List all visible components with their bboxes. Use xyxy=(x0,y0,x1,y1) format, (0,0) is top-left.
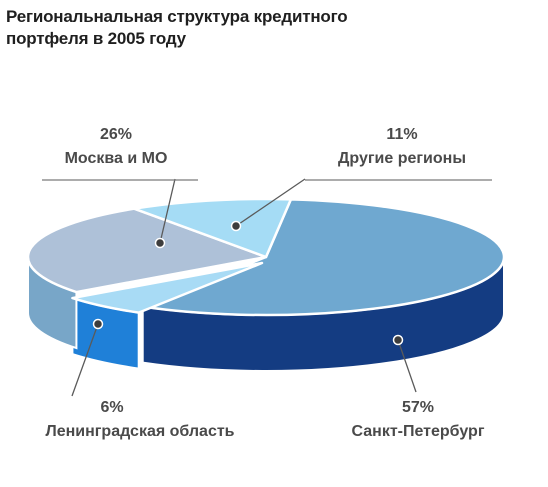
leader-line-3 xyxy=(235,178,306,227)
leader-line-1 xyxy=(71,323,99,397)
slice-category-label-3: Другие регионы xyxy=(338,150,466,167)
slice-value-label-1: 6% xyxy=(100,399,123,416)
data-labels: 57% Санкт-Петербург 6% Ленинградская област… xyxy=(45,126,484,440)
slice-3 xyxy=(133,197,293,259)
slice-category-label-0: Санкт-Петербург xyxy=(352,423,485,440)
leader-line-2 xyxy=(159,178,176,244)
slice-category-label-2: Москва и МО xyxy=(65,150,168,167)
pie-tops xyxy=(26,197,506,317)
slice-1 xyxy=(71,261,264,314)
leader-dot-3 xyxy=(230,220,242,232)
slice-0 xyxy=(141,198,506,317)
slice-category-label-1: Ленинградская область xyxy=(45,423,234,440)
slice-value-label-3: 11% xyxy=(386,126,417,143)
chart-title: Региональнальная структура кредитного по… xyxy=(6,7,348,48)
leader-dot-1 xyxy=(92,318,104,330)
leader-lines xyxy=(42,178,492,397)
slice-value-label-2: 26% xyxy=(100,126,132,143)
slice-2 xyxy=(26,207,268,294)
leader-dot-0 xyxy=(392,334,404,346)
leader-line-0 xyxy=(397,339,417,393)
leader-dot-2 xyxy=(154,237,166,249)
slice-value-label-0: 57% xyxy=(402,399,434,416)
